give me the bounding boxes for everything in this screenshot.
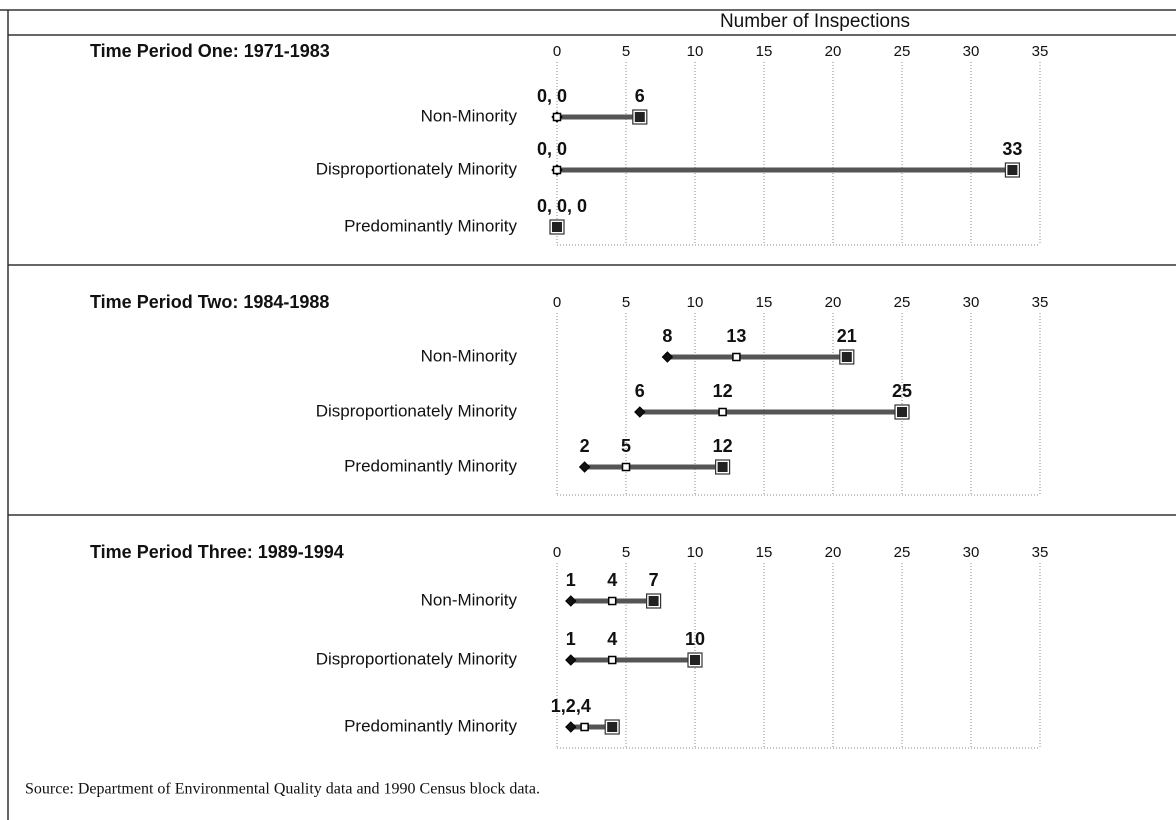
x-tick-label: 25 [894, 43, 911, 60]
data-label: 8 [662, 326, 672, 346]
category-label: Non-Minority [421, 590, 518, 609]
axis-title: Number of Inspections [720, 11, 910, 32]
category-label: Non-Minority [421, 106, 518, 125]
data-label: 13 [726, 326, 746, 346]
median-marker [732, 352, 741, 362]
max-marker [634, 112, 645, 122]
x-tick-label: 20 [825, 294, 842, 311]
data-label: 21 [837, 326, 857, 346]
x-tick-label: 10 [687, 294, 704, 311]
x-tick-label: 30 [963, 544, 980, 561]
x-tick-label: 30 [963, 43, 980, 60]
x-tick-label: 25 [894, 544, 911, 561]
data-label: 2 [580, 436, 590, 456]
median-marker [580, 722, 589, 732]
source: Source: Department of Environmental Qual… [25, 781, 540, 798]
data-label: 6 [635, 86, 645, 106]
x-tick-label: 5 [622, 544, 630, 561]
x-tick-label: 5 [622, 294, 630, 311]
max-marker [607, 722, 618, 732]
median-marker [718, 407, 727, 417]
min-marker [565, 654, 577, 666]
x-tick-label: 10 [687, 544, 704, 561]
median-marker [552, 165, 562, 175]
x-tick-label: 10 [687, 43, 704, 60]
data-label: 4 [607, 629, 617, 649]
max-marker [1007, 165, 1018, 175]
category-label: Non-Minority [421, 346, 518, 365]
x-tick-label: 15 [756, 43, 773, 60]
min-marker [565, 721, 577, 733]
x-tick-label: 20 [825, 544, 842, 561]
panel-title: Time Period One: 1971-1983 [90, 41, 330, 61]
median-marker [552, 112, 562, 122]
category-label: Disproportionately Minority [316, 649, 518, 668]
min-marker [661, 351, 674, 363]
category-label: Disproportionately Minority [316, 159, 518, 178]
x-tick-label: 30 [963, 294, 980, 311]
x-tick-label: 5 [622, 43, 630, 60]
data-label: 12 [713, 381, 733, 401]
x-tick-label: 25 [894, 294, 911, 311]
x-tick-label: 35 [1032, 294, 1049, 311]
data-label: 1,2,4 [551, 696, 591, 716]
data-label: 25 [892, 381, 912, 401]
data-label: 1 [566, 629, 576, 649]
category-label: Predominantly Minority [344, 456, 517, 475]
data-label: 0, 0, 0 [537, 196, 587, 216]
max-marker [841, 352, 852, 362]
data-label: 0, 0 [537, 86, 567, 106]
median-marker [621, 462, 631, 472]
x-tick-label: 0 [553, 43, 561, 60]
x-tick-label: 0 [553, 544, 561, 561]
max-marker [648, 596, 659, 606]
min-marker [634, 406, 646, 418]
category-label: Predominantly Minority [344, 716, 517, 735]
max-marker [690, 655, 700, 665]
category-label: Disproportionately Minority [316, 401, 518, 420]
data-label: 10 [685, 629, 705, 649]
x-tick-label: 35 [1032, 544, 1049, 561]
max-marker [897, 407, 907, 417]
median-marker [607, 655, 617, 665]
x-tick-label: 15 [756, 544, 773, 561]
panel-title: Time Period Two: 1984-1988 [90, 292, 329, 312]
x-tick-label: 0 [553, 294, 561, 311]
data-label: 1 [566, 570, 576, 590]
max-marker [717, 462, 728, 472]
median-marker [607, 596, 617, 606]
panel-title: Time Period Three: 1989-1994 [90, 542, 344, 562]
data-label: 12 [713, 436, 733, 456]
data-label: 6 [635, 381, 645, 401]
data-label: 4 [607, 570, 617, 590]
data-label: 0, 0 [537, 139, 567, 159]
category-label: Predominantly Minority [344, 216, 517, 235]
x-tick-label: 15 [756, 294, 773, 311]
data-label: 7 [649, 570, 659, 590]
max-marker [552, 222, 562, 232]
x-tick-label: 20 [825, 43, 842, 60]
data-label: 33 [1002, 139, 1022, 159]
x-tick-label: 35 [1032, 43, 1049, 60]
min-marker [578, 461, 591, 473]
data-label: 5 [621, 436, 631, 456]
min-marker [565, 595, 577, 607]
